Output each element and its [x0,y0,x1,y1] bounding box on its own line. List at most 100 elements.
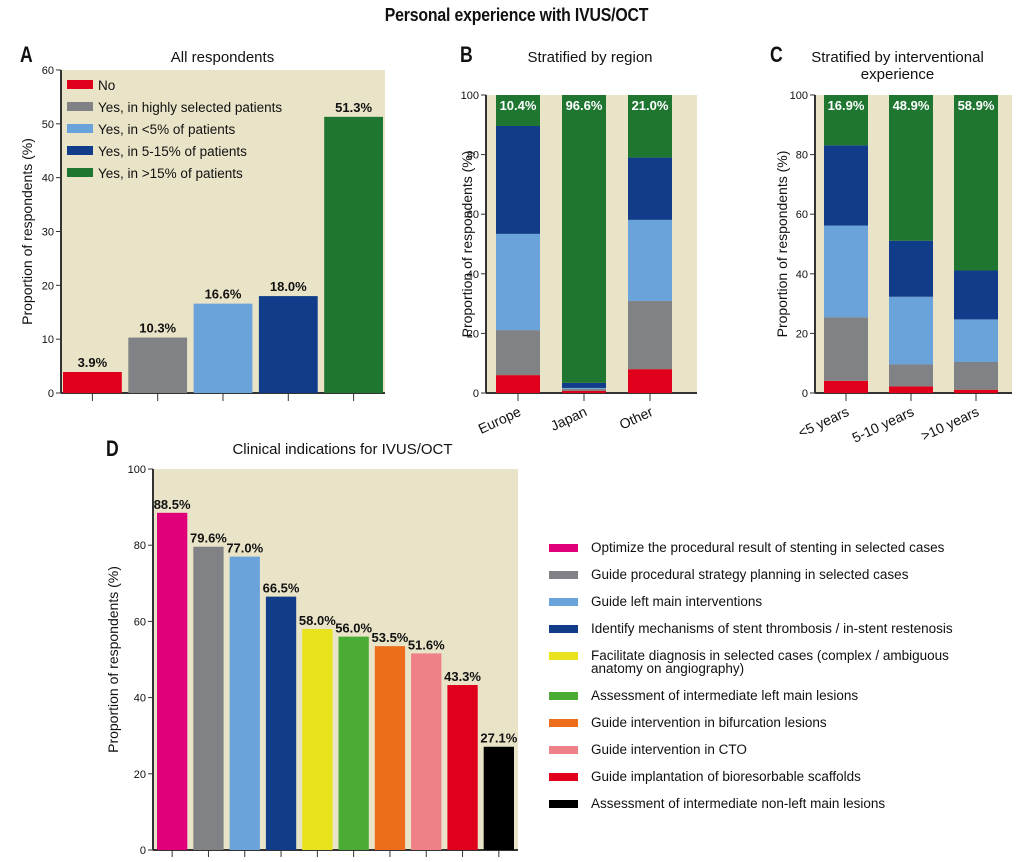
segment-b-2-4 [628,95,672,158]
y-tick-label-a: 60 [42,65,54,77]
data-label-d-0: 88.5% [154,497,191,512]
data-label-d-1: 79.6% [190,531,227,546]
data-label-d-4: 58.0% [299,613,336,628]
data-label-a-4: 51.3% [335,100,372,115]
y-tick-label-d: 100 [128,464,146,476]
legend-label-d-3-0: Identify mechanisms of stent thrombosis … [591,621,953,636]
category-label-c-2: >10 years [918,403,981,444]
y-tick-label-c: 100 [790,90,808,102]
y-tick-label-a: 30 [42,227,54,239]
segment-b-1-2 [562,387,606,389]
legend-label-d-5-0: Assessment of intermediate left main les… [591,688,858,703]
segment-c-1-4 [889,95,933,241]
panel-letter-b: B [460,42,473,67]
data-label-a-2: 16.6% [205,287,242,302]
y-tick-label-c: 40 [796,269,808,281]
segment-b-1-0 [562,390,606,393]
legend-swatch-a-0 [67,80,93,89]
bar-d-3 [265,596,297,850]
legend-label-d-7-0: Guide intervention in CTO [591,742,747,757]
bar-a-2 [193,303,253,393]
legend-label-d-0-0: Optimize the procedural result of stenti… [591,540,945,555]
figure-title: Personal experience with IVUS/OCT [384,5,649,25]
legend-label-a-4: Yes, in >15% of patients [98,166,243,181]
bar-d-1 [193,546,224,850]
category-label-b-0: Europe [476,403,524,437]
bar-d-6 [374,646,406,850]
segment-c-1-3 [889,240,933,297]
y-tick-label-d: 60 [134,616,146,628]
segment-c-2-3 [954,270,998,320]
bar-d-4 [302,629,333,850]
y-tick-label-b: 40 [467,269,479,281]
top-label-c-1: 48.9% [893,98,930,113]
bar-d-7 [411,653,442,850]
legend-label-d-2-0: Guide left main interventions [591,594,762,609]
legend-swatch-a-2 [67,124,93,133]
y-tick-label-b: 80 [467,150,479,162]
top-label-b-1: 96.6% [566,98,603,113]
legend-label-d-8-0: Guide implantation of bioresorbable scaf… [591,769,861,784]
segment-c-0-3 [824,145,868,226]
segment-b-2-1 [628,300,672,370]
data-label-d-3: 66.5% [263,581,300,596]
top-label-b-2: 21.0% [632,98,669,113]
legend-swatch-a-4 [67,168,93,177]
segment-b-0-1 [496,330,540,376]
category-label-c-1: 5-10 years [850,403,917,445]
data-label-a-0: 3.9% [78,355,108,370]
segment-b-2-0 [628,369,672,393]
legend-label-a-1: Yes, in highly selected patients [98,100,282,115]
legend-label-d-4-1: anatomy on angiography) [591,661,744,676]
y-tick-label-c: 20 [796,328,808,340]
legend-swatch-d-4 [549,652,578,660]
y-tick-label-a: 50 [42,119,54,131]
category-label-b-1: Japan [548,403,589,434]
segment-c-2-1 [954,362,998,390]
category-label-b-2: Other [617,403,656,432]
y-axis-title-c: Proportion of respondents (%) [774,151,790,338]
legend-swatch-d-9 [549,800,578,808]
legend-swatch-a-3 [67,146,93,155]
category-label-c-0: <5 years [795,403,851,440]
y-tick-label-c: 80 [796,150,808,162]
panel-c-title-line1: Stratified by interventional [811,49,984,66]
panel-c-title-line2: experience [860,66,935,83]
bar-a-4 [324,116,383,394]
segment-c-2-2 [954,319,998,363]
panel-c-title: Stratified by interventional experience [790,49,1005,83]
legend-label-d-6-0: Guide intervention in bifurcation lesion… [591,715,827,730]
y-tick-label-d: 40 [134,693,146,705]
y-tick-label-c: 60 [796,209,808,221]
segment-c-0-4 [824,95,868,146]
segment-b-1-1 [562,388,606,391]
legend-swatch-d-7 [549,746,578,754]
bar-d-9 [483,746,514,850]
y-axis-title-b: Proportion of respondents (%) [459,151,475,338]
segment-b-2-3 [628,157,672,220]
y-tick-label-b: 0 [473,388,479,400]
y-tick-label-b: 20 [467,328,479,340]
segment-c-1-0 [889,386,933,393]
y-tick-label-a: 0 [48,388,54,400]
data-label-d-8: 43.3% [444,669,481,684]
segment-c-0-2 [824,225,868,318]
y-tick-label-a: 10 [42,334,54,346]
data-label-d-9: 27.1% [480,731,517,746]
data-label-d-2: 77.0% [226,541,263,556]
bar-d-2 [229,556,260,850]
segment-b-0-2 [496,233,540,331]
segment-c-0-1 [824,317,868,381]
y-tick-label-a: 40 [42,173,54,185]
data-label-a-3: 18.0% [270,279,307,294]
y-axis-title-a: Proportion of respondents (%) [19,138,35,325]
top-label-c-2: 58.9% [958,98,995,113]
legend-swatch-d-6 [549,719,578,727]
y-tick-label-d: 0 [140,845,146,857]
segment-b-0-4 [496,95,540,126]
panel-letter-a: A [20,42,33,67]
segment-c-2-4 [954,95,998,271]
panel-letter-d: D [106,436,119,461]
segment-b-0-3 [496,125,540,234]
